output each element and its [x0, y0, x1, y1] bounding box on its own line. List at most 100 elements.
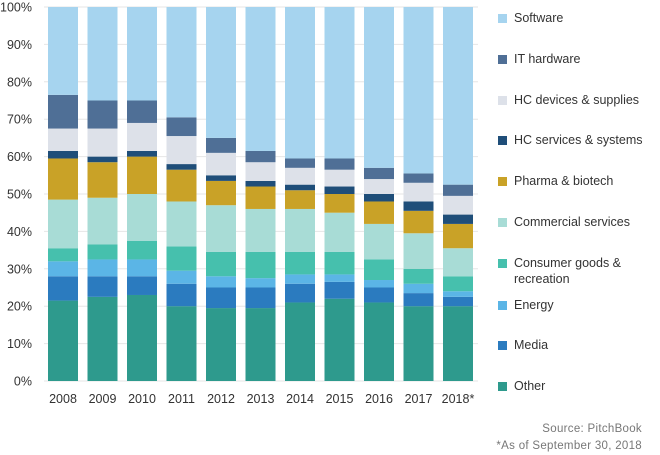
bar-segment	[48, 199, 78, 249]
legend-label: HC devices & supplies	[514, 93, 640, 107]
legend-swatch	[498, 96, 507, 105]
bar-segment	[166, 117, 197, 137]
bar-segment	[364, 201, 394, 224]
y-tick-label: 60%	[7, 150, 32, 164]
bar-segment	[245, 287, 276, 309]
bars	[48, 7, 473, 381]
y-tick-label: 50%	[7, 188, 32, 202]
legend-item: HC devices & supplies	[498, 92, 654, 108]
bar-segment	[127, 194, 157, 241]
bar-segment	[443, 223, 473, 249]
bar-segment	[443, 291, 473, 297]
bar-segment	[403, 201, 434, 211]
bar-segment	[206, 287, 236, 309]
legend-item: Other	[498, 378, 654, 394]
bar-segment	[127, 122, 157, 151]
x-axis-tick-labels: 2008 2009 2010 2011 2012 2013 2014 2015 2016 2017…	[49, 392, 474, 406]
bar-segment	[206, 180, 236, 206]
legend-label: Commercial services	[514, 215, 630, 229]
bar-segment	[403, 233, 434, 269]
y-tick-label: 90%	[7, 38, 32, 52]
bar-segment	[403, 268, 434, 284]
bar-segment	[443, 296, 473, 307]
bar-segment	[403, 182, 434, 202]
bar-segment	[364, 167, 394, 180]
bar-segment	[285, 167, 315, 185]
bar-segment	[87, 296, 118, 381]
bar-segment	[285, 283, 315, 303]
legend-item: Commercial services	[498, 214, 654, 230]
bar-segment	[166, 201, 197, 247]
bar-segment	[285, 190, 315, 209]
legend-item: Media	[498, 337, 654, 353]
bar-segment	[443, 214, 473, 224]
bar-segment	[245, 186, 276, 209]
bar-segment	[166, 7, 197, 118]
bar-segment	[166, 164, 197, 170]
bar-segment	[206, 251, 236, 277]
bar-segment	[443, 248, 473, 277]
legend-swatch	[498, 301, 507, 310]
bar-segment	[48, 276, 78, 301]
legend-label: Media	[514, 338, 549, 352]
bar-segment	[206, 276, 236, 288]
bar-segment	[127, 276, 157, 295]
bar-segment	[324, 186, 355, 194]
legend-label: Pharma & biotech	[514, 174, 614, 188]
bar-segment	[324, 251, 355, 275]
y-tick-label: 10%	[7, 337, 32, 351]
bar-segment	[166, 246, 197, 271]
legend-item: IT hardware	[498, 51, 654, 67]
bar-segment	[48, 94, 78, 129]
bar-segment	[324, 7, 355, 159]
bar-segment	[443, 195, 473, 215]
bar-segment	[324, 194, 355, 213]
bar-segment	[87, 259, 118, 277]
bar-segment	[87, 100, 118, 129]
legend-swatch	[498, 14, 507, 23]
stacked-bar-chart: 0%10%20%30%40%50%60%70%80%90%100% 2008 20…	[0, 1, 478, 406]
bar-segment	[206, 137, 236, 153]
legend-label: IT hardware	[514, 52, 581, 66]
bar-segment	[127, 150, 157, 157]
bar-segment	[443, 276, 473, 292]
bar-segment	[324, 298, 355, 381]
bar-segment	[87, 7, 118, 101]
y-axis-tick-labels: 0% 10% 20% 30% 40% 50% 60% 70% 80% 90% 100%	[0, 1, 32, 389]
x-tick-label: 2015	[326, 392, 354, 406]
y-tick-label: 80%	[7, 75, 32, 89]
legend-swatch	[498, 55, 507, 64]
x-tick-label: 2010	[128, 392, 156, 406]
bar-segment	[48, 150, 78, 159]
bar-segment	[245, 208, 276, 252]
bar-segment	[206, 205, 236, 252]
bar-segment	[285, 158, 315, 168]
bar-segment	[87, 197, 118, 245]
bar-segment	[364, 259, 394, 281]
y-tick-label: 70%	[7, 113, 32, 127]
bar-segment	[245, 162, 276, 181]
bar-segment	[403, 173, 434, 183]
legend-label: Energy	[514, 298, 554, 312]
bar-segment	[127, 294, 157, 381]
bar-segment	[285, 184, 315, 191]
bar-segment	[364, 287, 394, 303]
bar-segment	[48, 128, 78, 151]
bar-segment	[285, 7, 315, 159]
bar-segment	[364, 280, 394, 288]
legend-item: Pharma & biotech	[498, 173, 654, 189]
x-tick-label: 2008	[49, 392, 77, 406]
bar-segment	[245, 308, 276, 381]
bar-segment	[206, 175, 236, 181]
bar-segment	[48, 300, 78, 381]
legend-swatch	[498, 136, 507, 145]
bar-segment	[166, 270, 197, 284]
x-tick-label: 2018*	[442, 392, 475, 406]
bar-segment	[127, 7, 157, 101]
bar-segment	[48, 158, 78, 200]
bar-segment	[127, 100, 157, 123]
x-tick-label: 2017	[405, 392, 433, 406]
x-tick-label: 2016	[365, 392, 393, 406]
bar-segment	[245, 7, 276, 151]
bar-segment	[403, 293, 434, 307]
